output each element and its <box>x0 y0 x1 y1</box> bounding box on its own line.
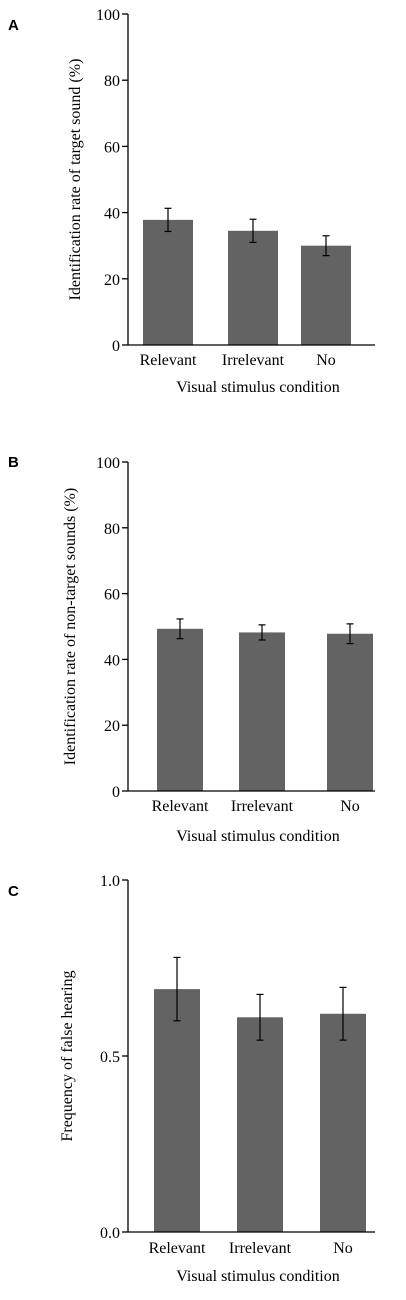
y-tick-label: 20 <box>104 272 120 289</box>
x-tick-label: No <box>340 798 360 815</box>
panel-letter: B <box>8 454 19 471</box>
error-bar <box>339 986 347 1041</box>
y-tick-label: 60 <box>104 139 120 156</box>
bar-relevant <box>143 219 193 345</box>
y-tick-label: 0 <box>112 338 120 355</box>
y-axis-title: Identification rate of target sound (%) <box>67 59 84 301</box>
error-bar <box>322 235 330 257</box>
error-bar <box>258 624 266 641</box>
bar-irrelevant <box>237 1017 283 1232</box>
bar-irrelevant <box>228 230 278 345</box>
x-tick-label: Relevant <box>152 798 209 815</box>
bar-relevant <box>157 628 203 791</box>
x-tick-label: No <box>316 352 336 369</box>
x-tick-label: Relevant <box>140 352 197 369</box>
y-tick-label: 60 <box>104 587 120 604</box>
x-axis-title: Visual stimulus condition <box>176 379 339 396</box>
error-bar <box>173 956 181 1022</box>
x-axis-title: Visual stimulus condition <box>176 1268 339 1285</box>
y-tick-label: 0 <box>112 784 120 801</box>
x-tick-label: Irrelevant <box>229 1240 292 1257</box>
y-axis-title: Frequency of false hearing <box>59 970 76 1141</box>
x-tick-label: Irrelevant <box>222 352 285 369</box>
y-tick-label: 100 <box>96 455 120 472</box>
error-bar <box>176 618 184 640</box>
x-axis-title: Visual stimulus condition <box>176 828 339 845</box>
bar-no <box>320 1013 366 1232</box>
error-bar <box>249 218 257 243</box>
y-tick-label: 1.0 <box>100 873 120 890</box>
chart-panel-c: C 0.0 0.5 1.0 Relevant Irrelevant No Visual sti… <box>8 873 375 1285</box>
y-axis-title: Identification rate of non-target sounds… <box>62 488 79 765</box>
x-tick-label: Irrelevant <box>231 798 294 815</box>
panel-letter: A <box>8 17 19 34</box>
error-bar <box>346 623 354 645</box>
error-bar <box>164 207 172 233</box>
bar-irrelevant <box>239 632 285 791</box>
y-tick-label: 0.5 <box>100 1049 120 1066</box>
y-tick-label: 80 <box>104 521 120 538</box>
y-tick-label: 20 <box>104 718 120 735</box>
y-tick-label: 0.0 <box>100 1225 120 1242</box>
y-tick-label: 40 <box>104 652 120 669</box>
x-tick-label: No <box>333 1240 353 1257</box>
chart-panel-a: A 0 20 40 60 80 100 Relevant Irrelevant No Visual … <box>8 7 375 396</box>
error-bar <box>256 993 264 1041</box>
x-tick-label: Relevant <box>149 1240 206 1257</box>
y-tick-label: 40 <box>104 206 120 223</box>
y-tick-label: 100 <box>96 7 120 24</box>
bar-no <box>301 245 351 345</box>
bar-no <box>327 633 373 791</box>
chart-panel-b: B 0 20 40 60 80 100 Relevant Irrelevant NoVisual … <box>8 454 375 845</box>
bar-relevant <box>154 989 200 1232</box>
panel-letter: C <box>8 883 19 900</box>
y-tick-label: 80 <box>104 73 120 90</box>
